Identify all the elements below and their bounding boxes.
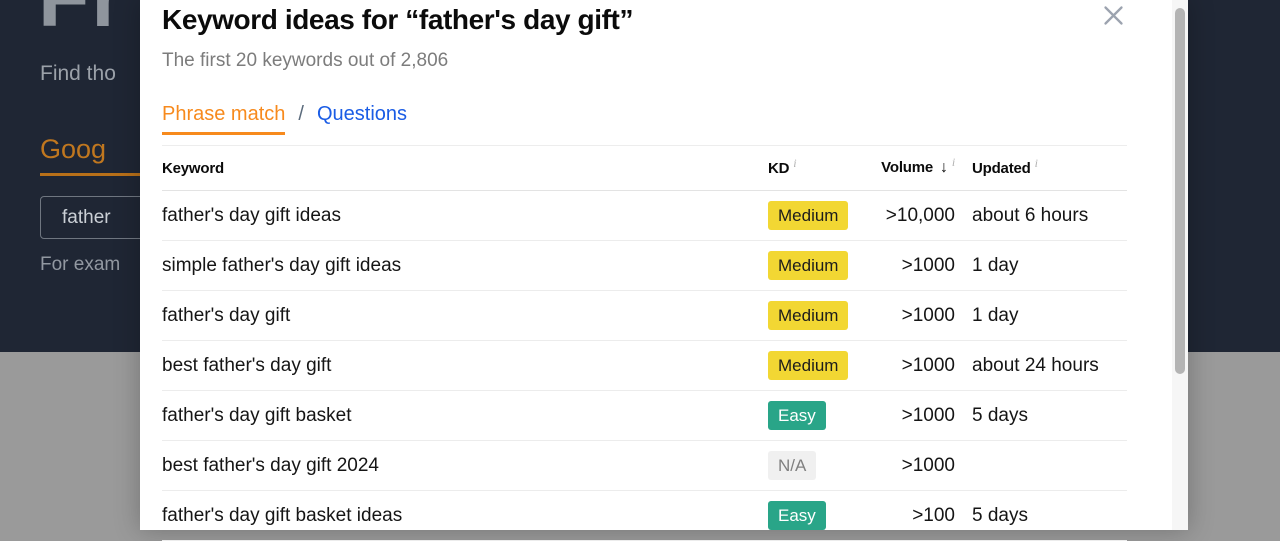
- keyword-cell: father's day gift: [162, 304, 291, 326]
- volume-info-icon[interactable]: i: [951, 155, 955, 169]
- close-icon: [1102, 4, 1125, 32]
- keyword-cell: father's day gift basket ideas: [162, 504, 403, 526]
- background-heading-fragment: Fr: [38, 0, 126, 46]
- background-keyword-input-value: father: [62, 206, 111, 228]
- updated-cell: about 24 hours: [972, 354, 1099, 376]
- volume-cell: >10,000: [885, 204, 955, 226]
- kd-badge: Medium: [768, 201, 849, 230]
- keyword-table: Keyword KD i Volume ↓ i Updated i father's d…: [162, 145, 1127, 541]
- tab-separator: /: [298, 103, 304, 125]
- header-kd-label: KD: [768, 159, 790, 177]
- keyword-row: father's day gift ideas Medium >10,000 a…: [162, 191, 1127, 241]
- keyword-cell: father's day gift basket: [162, 404, 352, 426]
- close-button[interactable]: [1100, 5, 1126, 31]
- header-keyword: Keyword: [162, 159, 224, 177]
- header-volume[interactable]: Volume ↓ i: [868, 155, 955, 177]
- background-example-fragment: For exam: [40, 254, 121, 275]
- header-kd: KD i: [768, 156, 868, 177]
- updated-info-icon[interactable]: i: [1034, 155, 1038, 170]
- header-volume-label: Volume: [881, 159, 934, 176]
- kd-badge: Medium: [768, 351, 849, 380]
- background-description-fragment: Find tho: [40, 62, 116, 85]
- kd-badge: Easy: [768, 401, 826, 430]
- tab-questions[interactable]: Questions: [316, 103, 408, 125]
- kd-badge: Easy: [768, 501, 826, 530]
- scrollbar-thumb[interactable]: [1175, 8, 1185, 374]
- kd-info-icon[interactable]: i: [793, 155, 797, 170]
- volume-cell: >1000: [901, 254, 955, 276]
- header-updated-label: Updated: [972, 159, 1031, 177]
- modal-title: Keyword ideas for “father's day gift”: [162, 4, 634, 35]
- volume-cell: >1000: [901, 404, 955, 426]
- header-updated: Updated i: [955, 156, 1127, 177]
- sort-descending-icon: ↓: [940, 159, 948, 176]
- updated-cell: 5 days: [972, 504, 1028, 526]
- volume-cell: >1000: [901, 304, 955, 326]
- volume-cell: >1000: [901, 454, 955, 476]
- keyword-cell: father's day gift ideas: [162, 204, 341, 226]
- keyword-row: simple father's day gift ideas Medium >1…: [162, 241, 1127, 291]
- keyword-row: father's day gift Medium >1000 1 day: [162, 291, 1127, 341]
- modal-scrollbar[interactable]: [1172, 0, 1188, 530]
- updated-cell: 1 day: [972, 304, 1019, 326]
- table-header-row: Keyword KD i Volume ↓ i Updated i: [162, 145, 1127, 191]
- updated-cell: 1 day: [972, 254, 1019, 276]
- keyword-cell: best father's day gift 2024: [162, 454, 379, 476]
- modal-subtitle: The first 20 keywords out of 2,806: [162, 50, 449, 71]
- volume-cell: >100: [912, 504, 955, 526]
- kd-badge: Medium: [768, 301, 849, 330]
- kd-badge: N/A: [768, 451, 817, 480]
- volume-cell: >1000: [901, 354, 955, 376]
- keyword-row: father's day gift basket Easy >1000 5 da…: [162, 391, 1127, 441]
- match-type-tabs: Phrase match / Questions: [162, 103, 407, 135]
- keyword-ideas-modal: Keyword ideas for “father's day gift” Th…: [140, 0, 1188, 541]
- tab-phrase-match[interactable]: Phrase match: [162, 103, 286, 135]
- keyword-row: best father's day gift Medium >1000 abou…: [162, 341, 1127, 391]
- background-google-tab-fragment[interactable]: Goog: [40, 134, 140, 176]
- keyword-cell: simple father's day gift ideas: [162, 254, 402, 276]
- kd-badge: Medium: [768, 251, 849, 280]
- keyword-row: father's day gift basket ideas Easy >100…: [162, 491, 1127, 541]
- updated-cell: about 6 hours: [972, 204, 1089, 226]
- keyword-row: best father's day gift 2024 N/A >1000: [162, 441, 1127, 491]
- keyword-cell: best father's day gift: [162, 354, 332, 376]
- updated-cell: 5 days: [972, 404, 1028, 426]
